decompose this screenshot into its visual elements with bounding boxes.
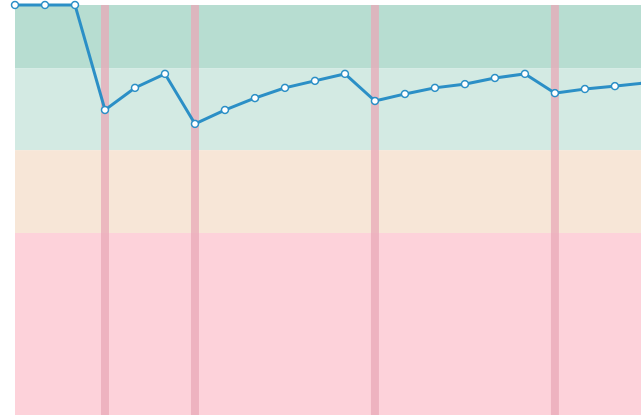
- point: [10, 0, 20, 10]
- band: [15, 5, 641, 69]
- point: [520, 69, 530, 79]
- point: [220, 105, 230, 115]
- point: [190, 119, 200, 129]
- point: [130, 83, 140, 93]
- point: [460, 79, 470, 89]
- point: [250, 93, 260, 103]
- point: [370, 96, 380, 106]
- band: [15, 232, 641, 415]
- point: [310, 76, 320, 86]
- line: [15, 3, 641, 126]
- point: [550, 88, 560, 98]
- point: [40, 0, 50, 10]
- point: [280, 83, 290, 93]
- band: [15, 150, 641, 233]
- point: [490, 73, 500, 83]
- point: [580, 84, 590, 94]
- point: [340, 69, 350, 79]
- point: [70, 0, 80, 10]
- point: [100, 105, 110, 115]
- point: [430, 83, 440, 93]
- point: [160, 69, 170, 79]
- point: [400, 89, 410, 99]
- point: [610, 81, 620, 91]
